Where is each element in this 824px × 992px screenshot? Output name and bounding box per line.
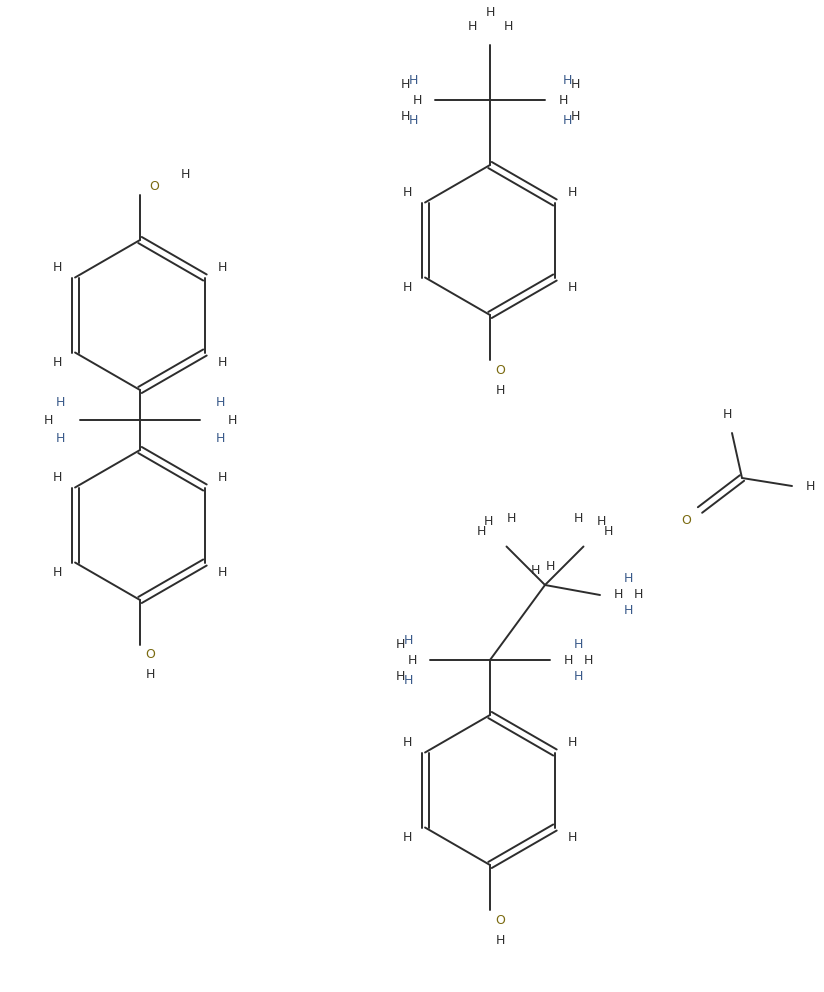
- Text: H: H: [613, 588, 623, 601]
- Text: H: H: [484, 515, 494, 528]
- Text: O: O: [149, 181, 159, 193]
- Text: H: H: [400, 77, 410, 90]
- Text: H: H: [215, 432, 225, 444]
- Text: H: H: [562, 73, 572, 86]
- Text: H: H: [53, 261, 63, 274]
- Text: H: H: [407, 654, 417, 667]
- Text: H: H: [570, 109, 580, 122]
- Text: H: H: [559, 93, 568, 106]
- Text: H: H: [495, 384, 504, 397]
- Text: H: H: [623, 604, 633, 617]
- Text: H: H: [53, 471, 63, 484]
- Text: H: H: [503, 21, 513, 34]
- Text: H: H: [403, 281, 413, 294]
- Text: O: O: [681, 514, 691, 527]
- Text: H: H: [400, 109, 410, 122]
- Text: H: H: [215, 396, 225, 409]
- Text: H: H: [55, 432, 65, 444]
- Text: H: H: [597, 515, 606, 528]
- Text: H: H: [180, 169, 190, 182]
- Text: H: H: [403, 831, 413, 844]
- Text: H: H: [467, 21, 477, 34]
- Text: H: H: [403, 674, 413, 686]
- Text: O: O: [495, 914, 505, 927]
- Text: H: H: [574, 512, 583, 525]
- Text: H: H: [574, 670, 583, 682]
- Text: H: H: [403, 736, 413, 749]
- Text: H: H: [218, 471, 227, 484]
- Text: H: H: [570, 77, 580, 90]
- Text: H: H: [396, 638, 405, 651]
- Text: H: H: [218, 566, 227, 579]
- Text: H: H: [396, 670, 405, 682]
- Text: H: H: [805, 479, 815, 492]
- Text: H: H: [574, 638, 583, 651]
- Text: H: H: [53, 356, 63, 369]
- Text: H: H: [403, 186, 413, 199]
- Text: H: H: [562, 113, 572, 127]
- Text: O: O: [145, 649, 155, 662]
- Text: H: H: [53, 566, 63, 579]
- Text: H: H: [604, 525, 613, 538]
- Text: H: H: [409, 73, 418, 86]
- Text: H: H: [564, 654, 573, 667]
- Text: H: H: [145, 669, 155, 682]
- Text: H: H: [568, 281, 577, 294]
- Text: H: H: [218, 356, 227, 369]
- Text: H: H: [568, 736, 577, 749]
- Text: H: H: [44, 414, 53, 427]
- Text: H: H: [485, 7, 494, 20]
- Text: H: H: [583, 654, 592, 667]
- Text: H: H: [477, 525, 486, 538]
- Text: H: H: [507, 512, 516, 525]
- Text: H: H: [412, 93, 422, 106]
- Text: H: H: [723, 409, 732, 422]
- Text: H: H: [218, 261, 227, 274]
- Text: H: H: [623, 572, 633, 585]
- Text: H: H: [403, 634, 413, 647]
- Text: H: H: [409, 113, 418, 127]
- Text: H: H: [568, 186, 577, 199]
- Text: H: H: [227, 414, 236, 427]
- Text: H: H: [634, 588, 643, 601]
- Text: H: H: [55, 396, 65, 409]
- Text: H: H: [495, 933, 504, 946]
- Text: H: H: [545, 560, 555, 573]
- Text: O: O: [495, 363, 505, 377]
- Text: H: H: [531, 563, 540, 576]
- Text: H: H: [568, 831, 577, 844]
